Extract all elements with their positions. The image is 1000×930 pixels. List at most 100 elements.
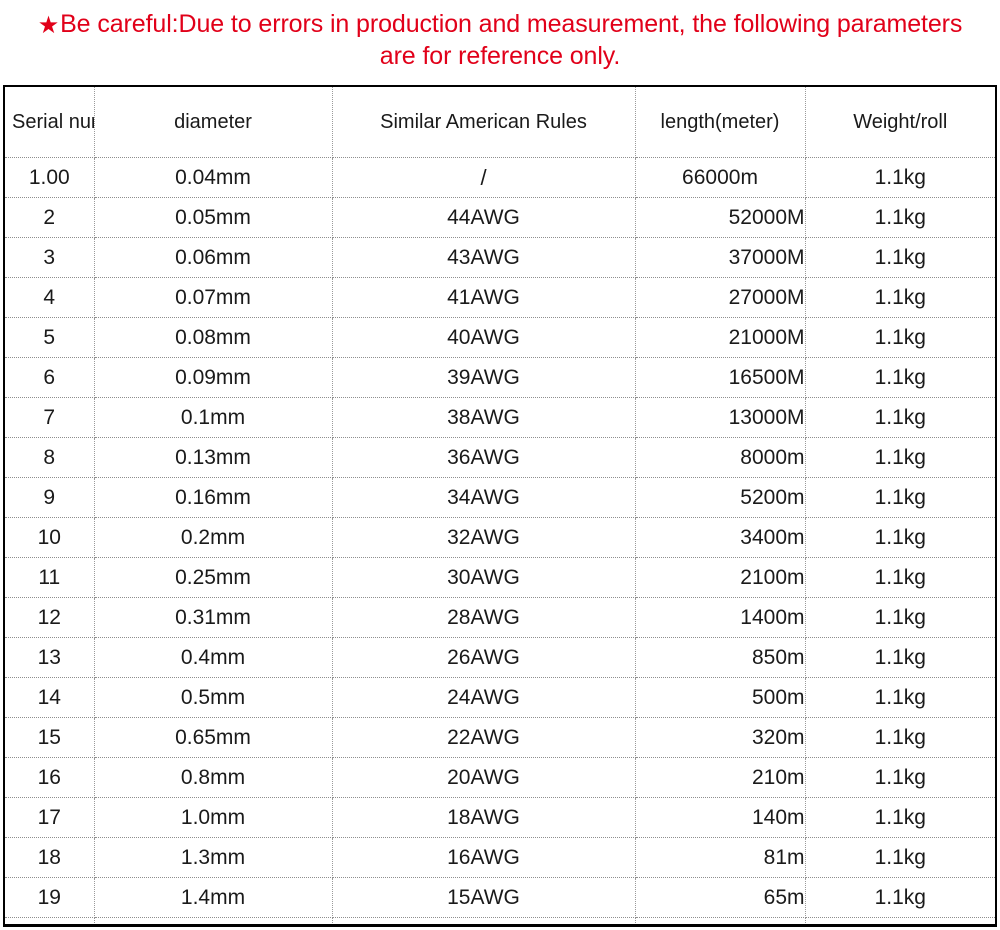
table-row: 9 0.16mm 34AWG 5200m 1.1kg <box>5 477 995 518</box>
specification-table: Serial number diameter Similar American … <box>5 87 995 924</box>
cell-weight: 1.1kg <box>805 797 995 838</box>
cell-awg: 36AWG <box>332 437 636 478</box>
table-row: 7 0.1mm 38AWG 13000M 1.1kg <box>5 397 995 438</box>
cell-awg: 26AWG <box>332 637 636 678</box>
table-body: 1.00 0.04mm/66000m 1.1kg 2 0.05mm 44AWG 52000M… <box>5 157 995 924</box>
cell-diameter: 0.04mm <box>94 157 333 198</box>
table-row: 18 1.3mm 16AWG 81m 1.1kg <box>5 837 995 878</box>
cell-serial-number: 3 <box>5 237 95 278</box>
cell-weight: 1.1kg <box>805 317 995 358</box>
cell-awg: 40AWG <box>332 317 636 358</box>
cell-length: 57m <box>635 917 806 924</box>
cell-weight: 1.1kg <box>805 677 995 718</box>
cell-awg: 22AWG <box>332 717 636 758</box>
cell-serial-number: 19 <box>5 877 95 918</box>
table-row: 13 0.4mm 26AWG 850m 1.1kg <box>5 637 995 678</box>
cell-awg: 16AWG <box>332 837 636 878</box>
warning-text: Be careful:Due to errors in production a… <box>60 10 963 70</box>
warning-banner: ★Be careful:Due to errors in production … <box>0 0 1000 78</box>
column-header-similar-american-rules: Similar American Rules <box>332 87 636 158</box>
cell-weight: 1.1kg <box>805 877 995 918</box>
cell-diameter: 1.3mm <box>94 837 333 878</box>
cell-weight: 1.1kg <box>805 437 995 478</box>
cell-awg: 20AWG <box>332 757 636 798</box>
cell-awg: 28AWG <box>332 597 636 638</box>
cell-weight: 1.1kg <box>805 717 995 758</box>
cell-diameter: 0.1mm <box>94 397 333 438</box>
table-row: 17 1.0mm 18AWG 140m 1.1kg <box>5 797 995 838</box>
cell-serial-number: 14 <box>5 677 95 718</box>
table-row: 15 0.65mm 22AWG 320m 1.1kg <box>5 717 995 758</box>
table-row: 8 0.13mm 36AWG 8000m 1.1kg <box>5 437 995 478</box>
cell-serial-number: 15 <box>5 717 95 758</box>
cell-diameter: 0.06mm <box>94 237 333 278</box>
cell-weight: 1.1kg <box>805 197 995 238</box>
cell-serial-number: 8 <box>5 437 95 478</box>
cell-weight: 1.1kg <box>805 157 995 198</box>
cell-length: 81m <box>635 837 806 878</box>
cell-diameter: 1.4mm <box>94 877 333 918</box>
cell-weight: 1.1kg <box>805 357 995 398</box>
cell-length: 140m <box>635 797 806 838</box>
cell-serial-number: 12 <box>5 597 95 638</box>
cell-serial-number: 7 <box>5 397 95 438</box>
cell-serial-number: 4 <box>5 277 95 318</box>
cell-diameter: 0.07mm <box>94 277 333 318</box>
table-row: 3 0.06mm 43AWG 37000M 1.1kg <box>5 237 995 278</box>
cell-diameter: 0.09mm <box>94 357 333 398</box>
cell-weight: 1.1kg <box>805 277 995 318</box>
table-row: 1.00 0.04mm/66000m 1.1kg <box>5 157 995 198</box>
cell-serial-number: 20 <box>5 917 95 924</box>
cell-weight: 1.1kg <box>805 837 995 878</box>
cell-length: 1400m <box>635 597 806 638</box>
column-header-weight-per-roll: Weight/roll <box>805 87 995 158</box>
cell-awg: 30AWG <box>332 557 636 598</box>
specification-table-container: Serial number diameter Similar American … <box>3 85 997 927</box>
cell-length: 13000M <box>635 397 806 438</box>
cell-length: 500m <box>635 677 806 718</box>
table-row: 10 0.2mm 32AWG 3400m 1.1kg <box>5 517 995 558</box>
cell-awg: 44AWG <box>332 197 636 238</box>
table-row: 6 0.09mm 39AWG 16500M 1.1kg <box>5 357 995 398</box>
cell-diameter: 0.65mm <box>94 717 333 758</box>
cell-awg: 18AWG <box>332 797 636 838</box>
cell-serial-number: 6 <box>5 357 95 398</box>
cell-awg: 39AWG <box>332 357 636 398</box>
cell-weight: 1.1kg <box>805 637 995 678</box>
cell-diameter: 0.08mm <box>94 317 333 358</box>
table-row: 11 0.25mm 30AWG 2100m 1.1kg <box>5 557 995 598</box>
column-header-diameter: diameter <box>94 87 333 158</box>
cell-length: 37000M <box>635 237 806 278</box>
cell-serial-number: 13 <box>5 637 95 678</box>
star-icon: ★ <box>37 12 60 39</box>
cell-serial-number: 1.00 <box>5 157 95 198</box>
cell-weight: 1.1kg <box>805 517 995 558</box>
cell-awg: 43AWG <box>332 237 636 278</box>
cell-awg: 34AWG <box>332 477 636 518</box>
cell-diameter: 0.2mm <box>94 517 333 558</box>
cell-serial-number: 17 <box>5 797 95 838</box>
cell-awg: 38AWG <box>332 397 636 438</box>
table-header: Serial number diameter Similar American … <box>5 87 995 158</box>
cell-length: 16500M <box>635 357 806 398</box>
cell-serial-number: 16 <box>5 757 95 798</box>
cell-length: 21000M <box>635 317 806 358</box>
cell-serial-number: 5 <box>5 317 95 358</box>
column-header-serial-number: Serial number <box>5 87 95 158</box>
cell-diameter: 0.8mm <box>94 757 333 798</box>
table-header-row: Serial number diameter Similar American … <box>5 87 995 158</box>
cell-length: 8000m <box>635 437 806 478</box>
cell-awg: 32AWG <box>332 517 636 558</box>
table-row: 14 0.5mm 24AWG 500m 1.1kg <box>5 677 995 718</box>
cell-weight: 1.1kg <box>805 757 995 798</box>
table-row: 5 0.08mm 40AWG 21000M 1.1kg <box>5 317 995 358</box>
cell-serial-number: 2 <box>5 197 95 238</box>
cell-awg: / <box>332 917 636 924</box>
cell-awg: / <box>332 157 636 198</box>
cell-diameter: 1.5mm <box>94 917 333 924</box>
cell-length: 2100m <box>635 557 806 598</box>
cell-diameter: 0.31mm <box>94 597 333 638</box>
cell-diameter: 0.5mm <box>94 677 333 718</box>
cell-length: 65m <box>635 877 806 918</box>
